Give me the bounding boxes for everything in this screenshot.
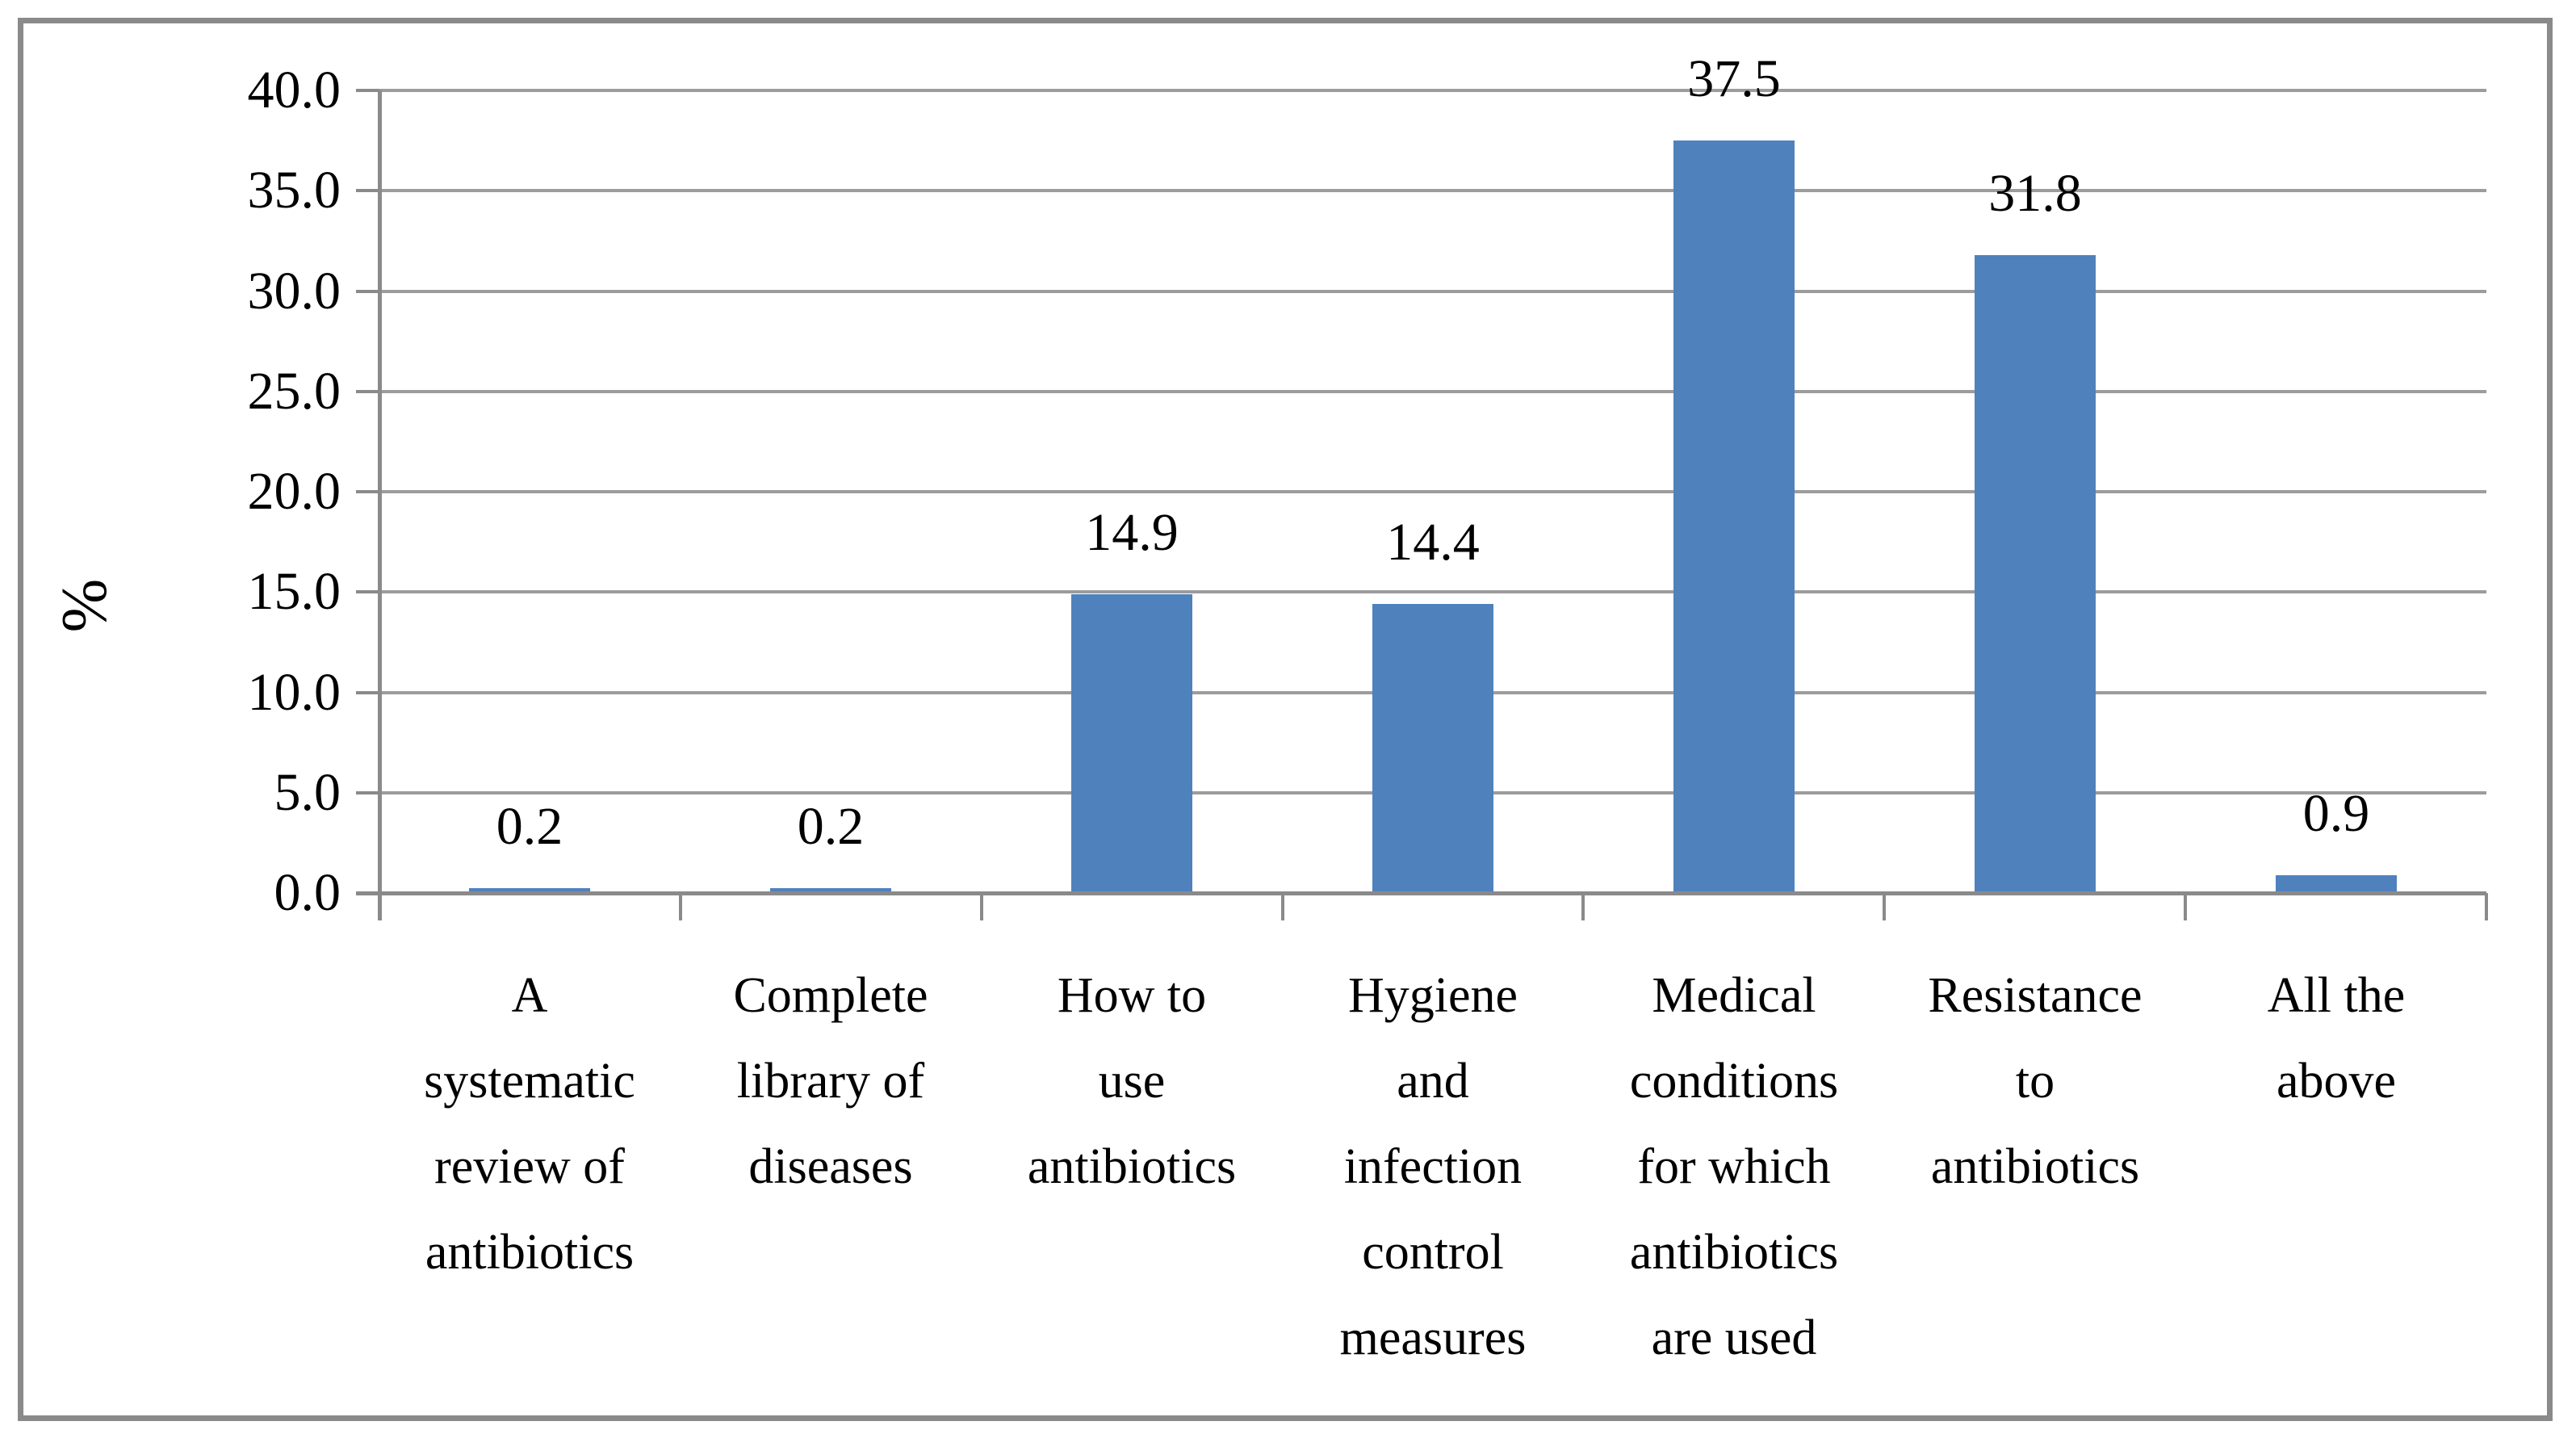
category-label-line: antibiotics	[425, 1225, 635, 1280]
y-tick-label: 5.0	[274, 763, 341, 822]
category-label-line: antibiotics	[1629, 1225, 1839, 1280]
y-tick-label: 20.0	[247, 462, 341, 521]
category-label-line: control	[1362, 1225, 1504, 1280]
bar	[770, 888, 891, 893]
x-axis-tick	[1883, 893, 1886, 920]
y-axis-line	[378, 90, 382, 920]
y-axis-tick	[356, 691, 379, 694]
bar	[2276, 875, 2397, 893]
category-label: Medical conditions for which antibiotics are…	[1508, 953, 1960, 1381]
gridline	[379, 590, 2486, 593]
category-label-line: infection	[1343, 1139, 1523, 1194]
bar-value-label: 14.4	[1386, 513, 1480, 572]
category-label-line: diseases	[748, 1139, 913, 1194]
x-axis-tick	[679, 893, 682, 920]
category-label-line: systematic	[424, 1054, 635, 1109]
gridline	[379, 490, 2486, 493]
category-label-line: use	[1098, 1054, 1166, 1109]
bar	[1372, 604, 1493, 893]
category-label-line: conditions	[1629, 1054, 1839, 1109]
category-label-line: Medical	[1652, 968, 1816, 1023]
y-axis-tick	[356, 590, 379, 593]
y-tick-label: 0.0	[274, 863, 341, 922]
x-axis-line	[356, 891, 2486, 895]
y-axis-tick	[356, 290, 379, 293]
x-axis-tick	[1281, 893, 1284, 920]
category-label: All the above	[2110, 953, 2562, 1124]
gridline	[379, 390, 2486, 393]
category-label-line: antibiotics	[1930, 1139, 2140, 1194]
bar	[1673, 140, 1795, 893]
category-label: Resistance to antibiotics	[1809, 953, 2261, 1210]
gridline	[379, 89, 2486, 92]
y-tick-label: 25.0	[247, 362, 341, 421]
bar	[1975, 255, 2096, 893]
y-axis-tick	[356, 490, 379, 493]
y-tick-label: 40.0	[247, 61, 341, 119]
bar-value-label: 37.5	[1687, 49, 1781, 108]
category-label-line: for which	[1637, 1139, 1831, 1194]
y-tick-label: 35.0	[247, 161, 341, 220]
bar-value-label: 31.8	[1988, 164, 2082, 223]
category-label-line: review of	[434, 1139, 625, 1194]
bar-value-label: 0.2	[496, 797, 563, 856]
gridline	[379, 189, 2486, 192]
category-label-line: Resistance	[1928, 968, 2142, 1023]
category-label-line: A	[511, 968, 548, 1023]
category-label-line: antibiotics	[1027, 1139, 1237, 1194]
category-label-line: measures	[1339, 1310, 1527, 1365]
x-axis-tick	[2184, 893, 2187, 920]
bar	[1071, 594, 1192, 893]
category-label-line: to	[2015, 1054, 2055, 1109]
category-label-line: library of	[736, 1054, 925, 1109]
bar	[469, 888, 590, 893]
category-label: Hygiene and infection control measures	[1207, 953, 1659, 1381]
category-label-line: How to	[1057, 968, 1207, 1023]
y-tick-label: 15.0	[247, 562, 341, 621]
y-tick-label: 10.0	[247, 663, 341, 722]
category-label: How to use antibiotics	[906, 953, 1358, 1210]
bar-value-label: 0.2	[797, 797, 865, 856]
category-label-line: above	[2276, 1054, 2397, 1109]
x-axis-tick	[2485, 893, 2488, 920]
y-tick-label: 30.0	[247, 262, 341, 321]
x-axis-tick	[1581, 893, 1585, 920]
bar-value-label: 0.9	[2302, 784, 2370, 843]
category-label-line: All the	[2267, 968, 2406, 1023]
category-label: Complete library of diseases	[605, 953, 1057, 1210]
gridline	[379, 290, 2486, 293]
category-label-line: and	[1397, 1054, 1469, 1109]
y-axis-tick	[356, 791, 379, 794]
category-label-line: Hygiene	[1347, 968, 1518, 1023]
bar-value-label: 14.9	[1085, 503, 1179, 562]
x-axis-tick	[980, 893, 983, 920]
category-label-line: Complete	[733, 968, 928, 1023]
category-label-line: are used	[1651, 1310, 1817, 1365]
y-axis-tick	[356, 390, 379, 393]
x-axis-tick	[378, 893, 381, 920]
y-axis-tick	[356, 189, 379, 192]
y-axis-tick	[356, 89, 379, 92]
